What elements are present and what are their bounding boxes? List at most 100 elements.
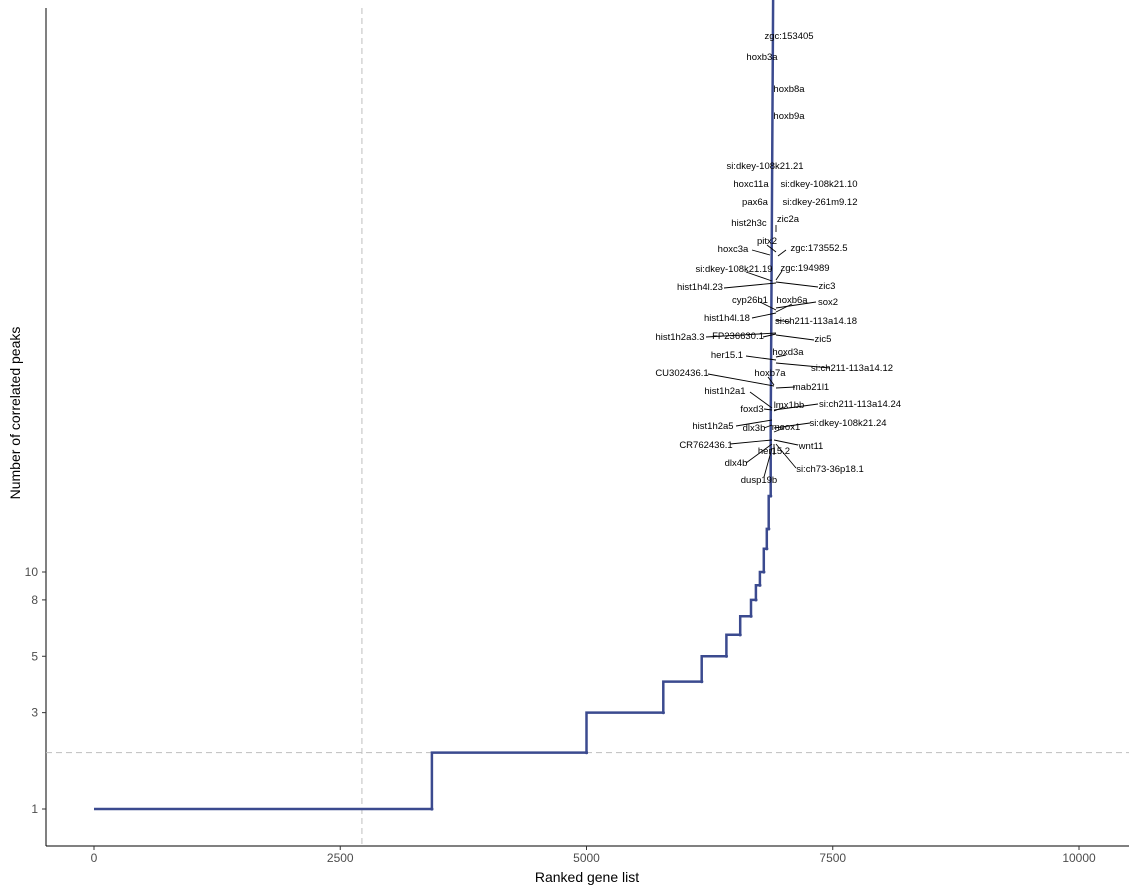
gene-label: hist1h4l.23 (677, 282, 723, 293)
gene-label: hoxb8a (773, 84, 805, 95)
annotation-leader (707, 373, 775, 387)
annotation-leader (745, 443, 773, 464)
gene-label: meox1 (772, 422, 801, 433)
gene-label: si:dkey-108k21.21 (726, 161, 803, 172)
annotation-leader (775, 303, 793, 313)
annotation-leader (775, 270, 783, 281)
data-point (769, 494, 773, 498)
annotation-leader (759, 301, 777, 311)
gene-label: FP236630.1 (712, 331, 764, 342)
gene-label: pax6a (742, 197, 769, 208)
gene-label: zic3 (819, 281, 836, 292)
annotation-leader (751, 249, 771, 256)
gene-label: hoxb3a (746, 52, 778, 63)
annotation-leader (773, 439, 799, 446)
x-axis-title: Ranked gene list (535, 869, 639, 885)
gene-label: hist2h3c (731, 218, 767, 229)
annotation-leader (766, 244, 777, 253)
data-point (724, 654, 728, 658)
gene-label: hoxd3a (772, 347, 804, 358)
data-point (767, 527, 771, 531)
gene-label: hoxc3a (718, 244, 749, 255)
gene-label: wnt11 (798, 441, 824, 452)
annotation-leader (777, 249, 787, 257)
x-tick-label: 7500 (819, 851, 846, 865)
gene-label: hoxc11a (733, 179, 769, 190)
annotation-leader (705, 332, 777, 338)
gene-label: si:dkey-108k21.24 (809, 418, 886, 429)
gene-label: zic5 (815, 334, 832, 345)
annotation-leader (763, 424, 773, 429)
annotation-leader (745, 355, 777, 361)
annotation-leader (763, 408, 773, 411)
gene-label: her15.1 (711, 350, 743, 361)
gene-label: si:ch211-113a14.18 (775, 316, 857, 327)
annotation-leader (775, 281, 819, 288)
data-point (749, 614, 753, 618)
gene-label: si:dkey-261m9.12 (783, 197, 858, 208)
y-tick-label: 8 (31, 593, 38, 607)
x-tick-label: 5000 (573, 851, 600, 865)
y-tick-label: 3 (31, 706, 38, 720)
annotation-leader (775, 386, 796, 389)
gene-label: hoxb6a (776, 295, 808, 306)
annotation-leader-lines (705, 225, 831, 478)
gene-label: lmx1bb (774, 400, 805, 411)
data-point (765, 547, 769, 551)
annotation-leader (775, 443, 797, 469)
annotation-leader (762, 333, 777, 338)
annotation-labels: zgc:153405 hoxb3a hoxb8a hoxb9a si:dkey-108k… (655, 31, 901, 486)
x-tick-label: 10000 (1062, 851, 1096, 865)
gene-label: pitx2 (757, 236, 777, 247)
x-tick-label: 0 (91, 851, 98, 865)
y-axis-title: Number of correlated peaks (7, 327, 23, 500)
x-tick-label: 2500 (327, 851, 354, 865)
gene-label: si:ch211-113a14.12 (811, 363, 893, 374)
y-tick-label: 10 (25, 565, 39, 579)
gene-label: sox2 (818, 297, 838, 308)
data-point (762, 570, 766, 574)
data-point (700, 680, 704, 684)
gene-label: hist1h2a3.3 (655, 332, 704, 343)
gene-label: si:ch211-113a14.24 (819, 399, 901, 410)
series-group (94, 0, 775, 811)
y-tick-label: 1 (31, 802, 38, 816)
gene-label: hist1h2a1 (704, 386, 745, 397)
annotation-leader (767, 376, 775, 386)
annotation-leader (773, 422, 811, 429)
annotation-leader (773, 403, 819, 411)
annotation-leader (775, 334, 815, 341)
gene-label: mab21l1 (793, 382, 829, 393)
annotation-leader (775, 354, 787, 358)
annotation-leader (735, 419, 773, 427)
gene-label: CR762436.1 (679, 440, 732, 451)
annotation-leader (763, 447, 773, 478)
annotation-leader (749, 391, 773, 409)
gene-label: hist1h2a5 (692, 421, 733, 432)
gene-label: hist1h4l.18 (704, 313, 750, 324)
gene-label: zgc:173552.5 (790, 243, 847, 254)
axes: 0 2500 5000 7500 10000 1 3 5 8 10 (25, 8, 1129, 865)
annotation-leader (729, 439, 773, 445)
data-point (661, 711, 665, 715)
data-point (738, 633, 742, 637)
annotation-leader (773, 427, 785, 433)
gene-label: hoxb7a (754, 368, 786, 379)
data-point (754, 598, 758, 602)
y-tick-label: 5 (31, 649, 38, 663)
gene-label: hoxb9a (773, 111, 805, 122)
gene-label: cyp26b1 (732, 295, 768, 306)
gene-label: dusp19b (741, 475, 777, 486)
gene-label: si:ch73-36p18.1 (796, 464, 864, 475)
data-point (430, 807, 434, 811)
gene-label: CU302436.1 (655, 368, 708, 379)
annotation-leader (751, 312, 777, 319)
gene-label: dlx3b (743, 423, 766, 434)
gene-label: her15.2 (758, 446, 790, 457)
gene-label: zic2a (777, 214, 800, 225)
gene-label: zgc:153405 (764, 31, 813, 42)
gene-label: foxd3 (740, 404, 763, 415)
data-point (584, 751, 589, 755)
annotation-leader (775, 301, 817, 309)
